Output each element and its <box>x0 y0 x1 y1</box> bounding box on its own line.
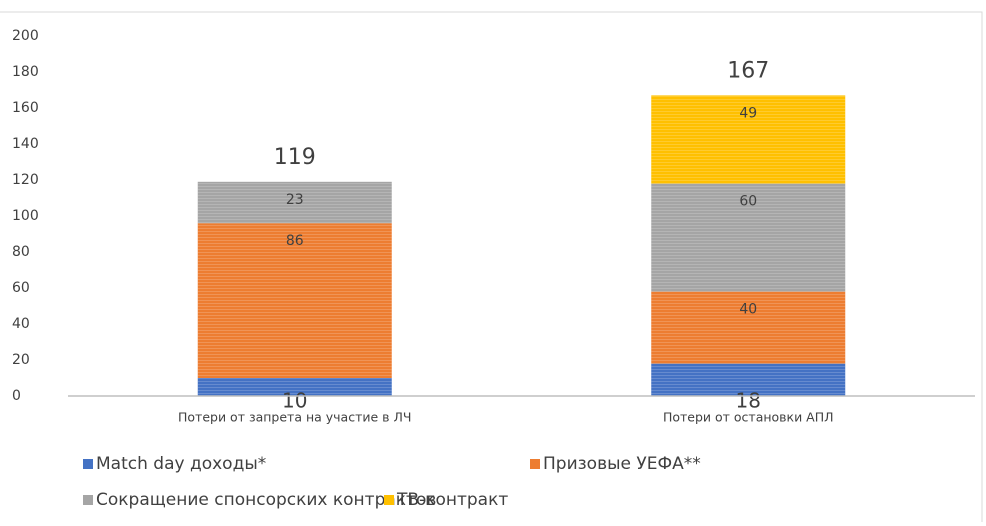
bar-texture <box>197 181 392 224</box>
bar-texture <box>197 378 392 396</box>
legend-swatch <box>530 459 540 469</box>
x-tick-label: Потери от запрета на участие в ЛЧ <box>178 410 411 425</box>
legend-label: Сокращение спонсорских контрактов <box>96 490 436 510</box>
bar-texture <box>197 223 392 378</box>
y-tick-label: 0 <box>12 388 21 404</box>
y-tick-label: 180 <box>12 64 39 80</box>
y-tick-label: 40 <box>12 316 30 332</box>
data-label: 40 <box>739 302 757 318</box>
y-tick-label: 140 <box>12 136 39 152</box>
bar-texture <box>651 183 846 292</box>
data-label: 23 <box>286 192 304 208</box>
data-label: 60 <box>739 194 757 210</box>
legend-label: Призовые УЕФА** <box>543 454 701 474</box>
y-tick-label: 160 <box>12 100 39 116</box>
data-label: 86 <box>286 233 304 249</box>
legend-label: ТВ-контракт <box>396 490 508 510</box>
total-label: 167 <box>727 58 769 83</box>
legend-swatch <box>83 495 93 505</box>
y-tick-label: 100 <box>12 208 39 224</box>
bar-texture <box>651 291 846 364</box>
total-label: 119 <box>274 145 316 170</box>
bar-texture <box>651 95 846 184</box>
data-label: 49 <box>739 105 757 121</box>
y-tick-label: 120 <box>12 172 39 188</box>
data-label: 10 <box>282 389 307 413</box>
data-label: 18 <box>736 389 761 413</box>
legend-swatch <box>83 459 93 469</box>
legend-swatch <box>384 495 394 505</box>
y-tick-label: 60 <box>12 280 30 296</box>
x-tick-label: Потери от остановки АПЛ <box>663 410 834 425</box>
bar-texture <box>651 363 846 396</box>
legend-label: Match day доходы* <box>96 454 266 474</box>
y-tick-label: 20 <box>12 352 30 368</box>
y-tick-label: 80 <box>12 244 30 260</box>
chart-border <box>0 11 983 522</box>
y-tick-label: 200 <box>12 28 39 44</box>
